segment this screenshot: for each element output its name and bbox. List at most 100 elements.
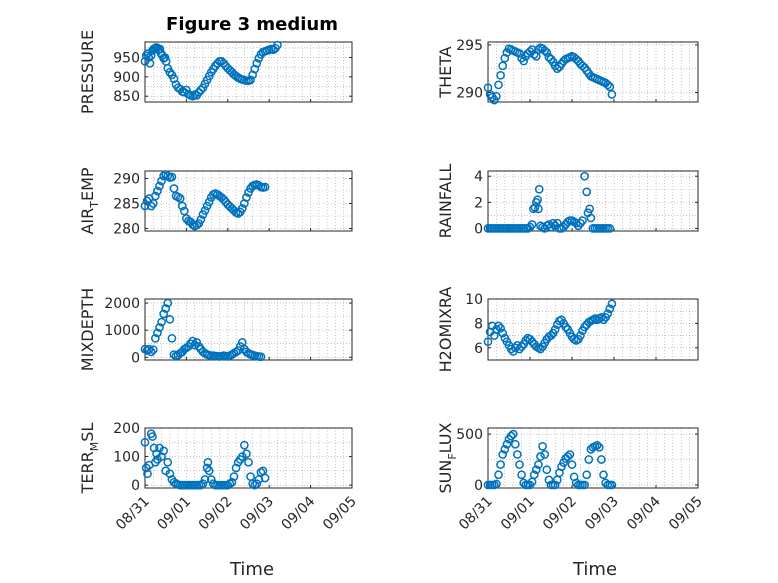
x-tick-label: 09/02: [540, 494, 580, 534]
data-point: [533, 195, 542, 205]
data-point: [153, 186, 162, 196]
y-axis-label: THETA: [436, 46, 455, 98]
data-point: [496, 460, 505, 469]
axes-box: [487, 427, 699, 489]
data-point: [527, 220, 537, 229]
data-point: [576, 331, 585, 340]
data-point: [529, 470, 539, 480]
data-point: [250, 480, 260, 490]
data-point: [160, 53, 170, 62]
data-point: [155, 181, 164, 191]
data-point: [227, 477, 237, 487]
data-point: [196, 85, 206, 95]
x-tick-label: 08/31: [456, 494, 496, 534]
data-point: [550, 480, 560, 490]
data-point: [525, 334, 535, 344]
data-point: [148, 345, 158, 355]
data-point: [483, 337, 493, 347]
y-tick-label: 0: [131, 350, 140, 366]
data-point: [494, 80, 503, 90]
y-tick-label: 290: [113, 172, 140, 188]
x-axis-label-right: Time: [572, 559, 617, 580]
x-tick-label: 09/03: [237, 494, 277, 534]
data-point: [540, 450, 550, 459]
data-point: [163, 298, 173, 308]
y-tick-label: 2: [474, 195, 483, 211]
data-point: [159, 446, 168, 456]
data-point: [494, 470, 503, 480]
data-point: [506, 431, 516, 441]
data-point: [225, 479, 235, 489]
subplot-8: 0 500 08/31 09/01 09/02 09/03 09/04 09/05 SUNFLU…: [436, 422, 706, 533]
data-point: [580, 322, 589, 332]
data-point: [510, 439, 520, 449]
y-tick-label: 0: [474, 478, 483, 494]
x-tick-label: 09/04: [279, 493, 319, 533]
x-tick-label: 09/01: [498, 494, 538, 534]
data-point: [582, 470, 592, 480]
y-tick-label: 2000: [104, 296, 140, 312]
data-point: [146, 201, 156, 211]
y-tick-label: 900: [113, 70, 140, 86]
data-point: [244, 457, 253, 467]
data-point: [496, 70, 505, 80]
data-point: [578, 61, 587, 71]
data-point: [544, 475, 554, 485]
data-point: [157, 317, 166, 327]
data-point: [513, 450, 522, 459]
data-point: [159, 309, 168, 319]
data-point: [534, 184, 544, 194]
data-point: [165, 314, 175, 324]
data-point: [561, 322, 571, 332]
data-point: [585, 204, 594, 214]
data-point: [498, 328, 508, 338]
data-point: [607, 480, 617, 490]
data-point: [552, 64, 562, 74]
data-point: [140, 437, 150, 447]
data-point: [260, 182, 270, 192]
data-point: [538, 441, 547, 451]
data-point: [153, 328, 162, 338]
data-point: [206, 475, 216, 484]
data-point: [492, 479, 501, 489]
data-point: [567, 460, 577, 469]
y-tick-label: 280: [113, 222, 140, 238]
data-point: [546, 331, 556, 340]
data-point: [144, 53, 154, 62]
data-point: [586, 213, 596, 223]
data-point: [163, 457, 173, 467]
data-point: [506, 344, 516, 354]
data-point: [500, 53, 510, 63]
axes-box: [487, 170, 699, 232]
data-point: [597, 312, 606, 322]
axes-box: [487, 41, 699, 103]
data-point: [544, 52, 554, 62]
axes-box: [144, 170, 353, 232]
data-point: [542, 48, 552, 57]
data-point: [242, 449, 251, 459]
data-point: [198, 479, 208, 489]
data-point: [219, 195, 229, 204]
data-point: [571, 54, 581, 64]
data-point: [196, 480, 206, 490]
x-tick-label: 09/05: [320, 494, 360, 534]
data-point: [203, 457, 213, 467]
data-point: [204, 466, 214, 476]
data-point: [607, 299, 617, 309]
data-point: [161, 304, 171, 313]
y-tick-label: 500: [456, 427, 483, 443]
data-point: [167, 172, 177, 182]
data-point: [540, 46, 550, 55]
y-tick-label: 295: [456, 38, 483, 54]
data-point: [519, 56, 529, 66]
data-point: [534, 204, 543, 214]
data-point: [192, 220, 202, 230]
data-point: [517, 342, 526, 351]
data-point: [188, 91, 197, 101]
data-point: [233, 209, 243, 218]
data-point: [502, 439, 512, 449]
y-tick-label: 850: [113, 89, 140, 105]
